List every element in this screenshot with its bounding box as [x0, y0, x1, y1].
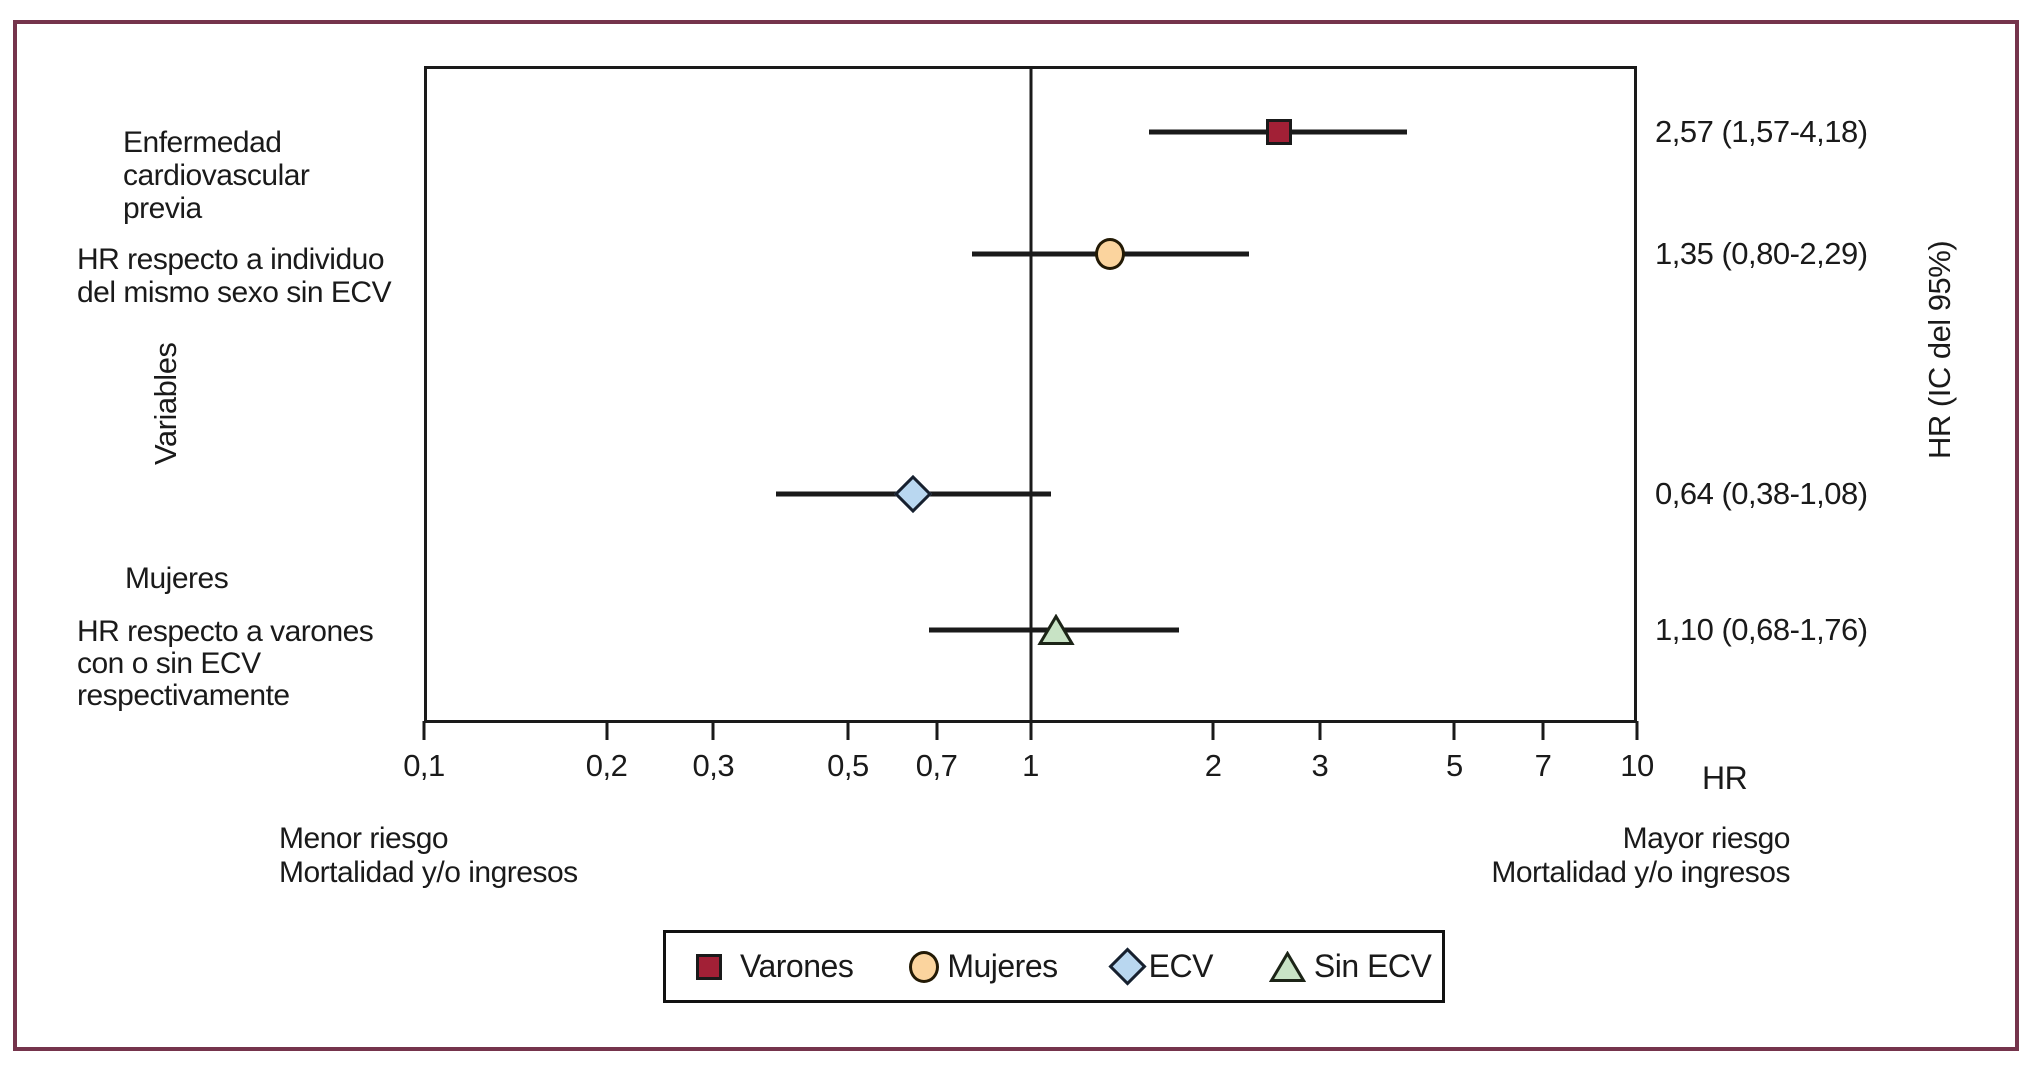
legend-label: Varones	[740, 948, 854, 984]
data-point-mujeres	[1094, 237, 1125, 270]
row-label-mujeres: Mujeres	[125, 562, 229, 595]
hr-ci-value-varones: 2,57 (1,57-4,18)	[1655, 114, 1868, 150]
x-axis-tick	[422, 721, 426, 740]
legend-swatch-circle-icon	[909, 950, 940, 983]
x-axis-tick-labels: 0,1 0,2 0,3 0,5 0,7 1 2 3 5 7 10	[403, 748, 1654, 788]
x-axis-tick	[711, 721, 715, 740]
marker-square-icon	[1266, 119, 1293, 146]
x-axis-tick-label: 0,2	[585, 748, 628, 783]
x-axis-tick-label: 5	[1446, 748, 1463, 783]
x-axis-tick	[935, 721, 939, 740]
data-point-sin-ecv	[1036, 613, 1075, 646]
legend-label: Sin ECV	[1313, 948, 1432, 984]
legend-swatch-diamond-icon	[1108, 947, 1147, 986]
x-axis-title: HR	[1702, 760, 1748, 796]
legend-swatch-triangle-icon	[1268, 950, 1306, 982]
hr-ci-value-sin-ecv: 1,10 (0,68-1,76)	[1655, 612, 1868, 648]
row-label-hr-individuo: HR respecto a individuo del mismo sexo s…	[77, 243, 392, 309]
x-axis-tick	[1635, 721, 1639, 740]
x-axis-tick-label: 0,3	[692, 748, 735, 783]
x-axis-tick	[1541, 721, 1545, 740]
x-axis-tick	[1452, 721, 1456, 740]
legend-item-sin-ecv: Sin ECV	[1268, 948, 1432, 985]
marker-triangle-icon	[1036, 613, 1075, 646]
right-axis-title: HR (IC del 95%)	[1922, 240, 1957, 460]
hr-ci-value-ecv: 0,64 (0,38-1,08)	[1655, 475, 1868, 511]
legend-label: ECV	[1148, 948, 1214, 984]
data-point-varones	[1266, 119, 1293, 146]
legend-label: Mujeres	[947, 948, 1058, 984]
row-label-ecv-previa: Enfermedad cardiovascular previa	[123, 126, 310, 225]
x-axis-tick	[1211, 721, 1215, 740]
x-axis-tick	[846, 721, 850, 740]
x-axis-tick-label: 1	[1022, 748, 1039, 783]
x-axis-ticks	[422, 721, 1639, 740]
x-axis-tick-label: 3	[1311, 748, 1329, 783]
legend-item-mujeres: Mujeres	[909, 948, 1058, 985]
x-axis-tick-label: 0,7	[915, 748, 958, 783]
legend-box: Varones Mujeres ECV Sin ECV	[663, 930, 1445, 1003]
marker-diamond-icon	[893, 474, 933, 514]
x-axis-tick-label: 10	[1620, 748, 1654, 783]
plot-area	[424, 66, 1637, 723]
marker-circle-icon	[1094, 237, 1125, 270]
legend-swatch-triangle-icon-shape	[1268, 950, 1306, 982]
x-axis-tick-label: 0,5	[827, 748, 869, 783]
legend-item-varones: Varones	[696, 948, 854, 985]
x-axis-tick	[1318, 721, 1322, 740]
mayor-riesgo-note: Mayor riesgo Mortalidad y/o ingresos	[1491, 822, 1790, 889]
legend-swatch-square-icon	[696, 953, 722, 980]
y-axis-title: Variables	[148, 342, 183, 465]
x-axis-tick-label: 2	[1204, 748, 1222, 783]
x-axis-tick-label: 0,1	[403, 748, 445, 783]
x-axis-tick	[1029, 721, 1032, 740]
hr-ci-value-mujeres: 1,35 (0,80-2,29)	[1655, 235, 1868, 271]
legend-item-ecv: ECV	[1108, 947, 1214, 986]
figure-border	[13, 20, 2019, 1051]
menor-riesgo-note: Menor riesgo Mortalidad y/o ingresos	[279, 822, 578, 889]
reference-line	[1029, 66, 1032, 723]
x-axis-tick-label: 7	[1534, 748, 1552, 783]
data-point-ecv	[893, 474, 933, 514]
marker-triangle-icon-shape	[1036, 613, 1075, 646]
row-label-hr-varones: HR respecto a varones con o sin ECV resp…	[77, 615, 374, 712]
x-axis-tick	[605, 721, 609, 740]
